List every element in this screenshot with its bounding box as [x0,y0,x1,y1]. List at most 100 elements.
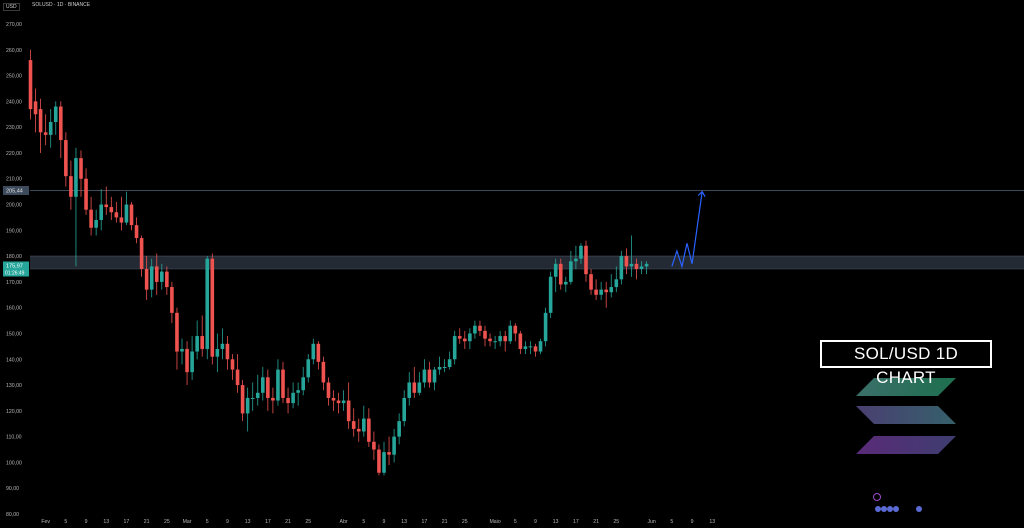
x-tick-label: 9 [226,519,229,525]
x-tick-label: 5 [514,519,517,525]
candle-body [558,263,563,285]
candle [609,274,614,298]
candle [543,307,548,347]
x-tick-label: 17 [265,519,271,525]
candle [528,341,533,355]
candle-body [119,217,124,223]
candle-body [457,336,462,339]
candle [69,160,73,210]
x-tick-label: 9 [534,519,537,525]
candle-body [478,325,482,331]
candle [165,266,169,295]
y-tick-label: 100,00 [6,460,22,466]
candle-body [422,369,427,383]
candle [48,109,53,148]
candle-body [331,397,336,401]
y-tick-label: 260,00 [6,48,22,54]
x-tick-label: 21 [144,519,150,525]
candle-body [599,289,603,295]
candle-body [281,369,285,398]
candle-body [266,377,270,398]
y-tick-label: 220,00 [6,151,22,157]
candles [28,49,649,476]
last-price-label: 175,97 01:26:49 [3,261,29,277]
candle-body [205,258,210,349]
candle-body [235,369,240,386]
solana-bar-top [856,378,956,396]
candle [579,243,583,264]
candle-body [195,336,199,352]
candle [245,387,250,432]
candle [250,382,255,411]
candle-body [245,397,250,414]
candle-body [538,341,543,352]
candle-body [377,449,381,473]
candle-body [624,256,629,267]
candle-body [569,261,573,282]
y-tick-label: 120,00 [6,409,22,415]
candle-body [447,359,452,367]
candle-body [372,441,376,450]
flag-marker-icon[interactable] [893,506,899,512]
x-tick-label: 13 [245,519,251,525]
last-price-text: 175,97 [6,263,23,269]
candle [185,341,189,386]
candle-body [59,106,63,141]
candle-body [564,281,568,285]
candle [346,382,351,429]
candle-body [382,452,386,473]
x-tick-label: 5 [206,519,209,525]
candle-body [38,109,43,133]
x-tick-label: 9 [383,519,386,525]
x-tick-label: Maio [489,519,500,525]
candle-body [604,289,608,293]
countdown-text: 01:26:49 [5,270,25,276]
candle [144,256,149,300]
candle [644,261,649,275]
candle-body [473,325,477,334]
event-markers[interactable] [873,493,923,513]
price-axis[interactable]: 270,00 260,00 250,00 240,00 230,00 220,00 210,… [6,22,22,518]
candle [548,271,553,318]
x-tick-label: 17 [124,519,130,525]
candle-body [533,346,538,352]
candle [356,418,361,442]
x-tick-label: 17 [422,519,428,525]
time-axis[interactable]: Fev 5 9 13 17 21 25 Mar 5 9 13 17 21 25 Abr 5 9 13 17 21 25 M… [41,519,715,525]
candle-body [255,392,260,398]
candle-body [594,289,598,295]
flag-marker-icon[interactable] [881,506,887,512]
candle-body [185,348,189,373]
candle [533,343,538,357]
candle-body [316,343,321,362]
candle [362,405,366,437]
currency-badge[interactable]: USD [3,3,20,11]
candle-body [442,367,447,368]
candle-body [48,122,53,135]
flag-marker-icon[interactable] [916,506,922,512]
candle [437,356,442,375]
candle-body [139,238,144,269]
flag-marker-icon[interactable] [875,506,881,512]
resistance-price-text: 205,44 [6,188,23,194]
candle-body [43,132,48,135]
flag-marker-icon[interactable] [887,506,893,512]
candle [210,253,215,365]
candle [200,315,204,357]
candle [215,333,220,373]
candle [276,359,280,406]
candle [518,330,523,355]
candle [341,390,346,411]
candle-body [175,312,179,352]
candle [149,258,154,298]
x-tick-label: Abr [340,519,348,525]
candle [367,408,371,447]
candle [114,201,119,223]
candle [79,150,83,197]
candle [538,338,543,355]
candle [220,328,225,360]
candle-body [276,369,280,401]
projection-arrow-head [697,190,706,197]
event-marker-icon[interactable] [873,493,881,501]
